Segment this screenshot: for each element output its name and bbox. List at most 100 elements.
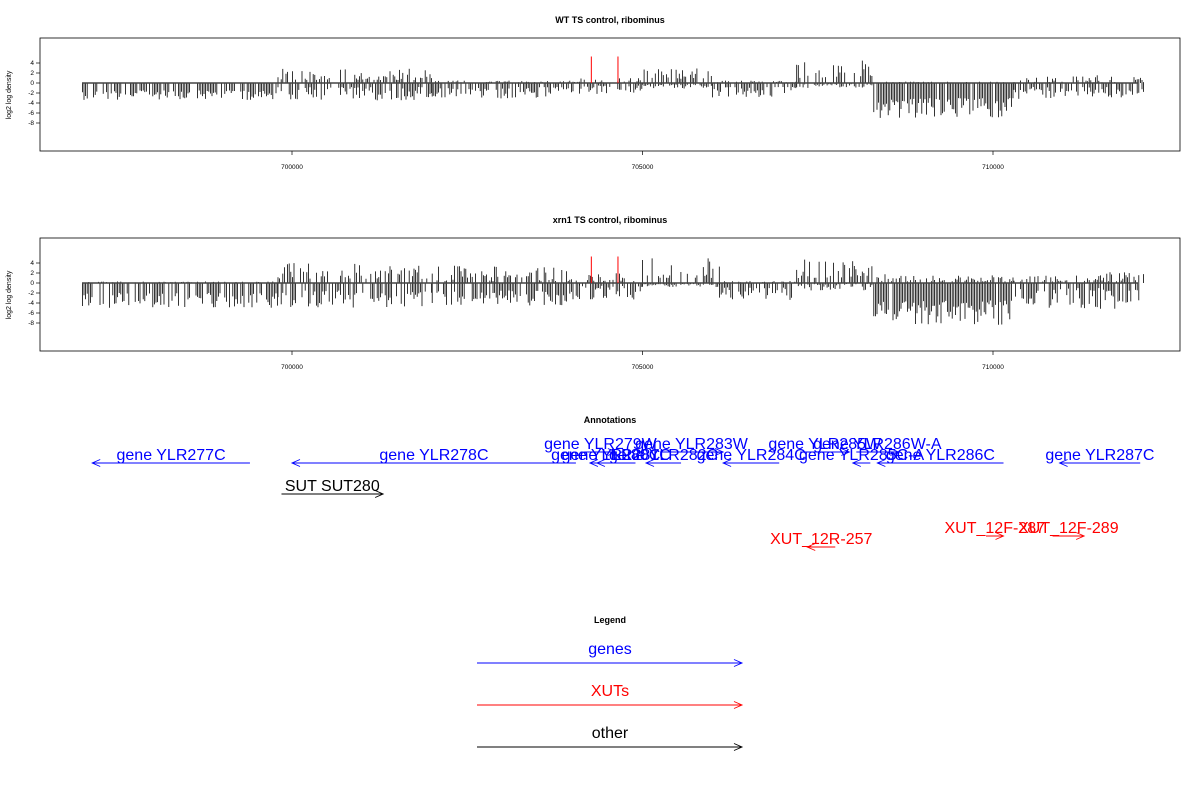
feature-gene: gene YLR285W — [768, 436, 882, 456]
y-tick-label: 2 — [30, 70, 34, 77]
feature-arrow-head — [1075, 532, 1086, 540]
feature-arrow-head — [876, 459, 886, 467]
legend-item-other: other — [477, 725, 744, 751]
feature-gene: gene YLR282C — [609, 447, 718, 467]
xrn1-density-panel: xrn1 TS control, ribominus log2 log dens… — [6, 215, 1181, 371]
feature-arrow-head — [644, 459, 655, 467]
legend-arrow-head — [733, 659, 744, 667]
feature-gene: gene YLR285C-A — [799, 447, 924, 467]
feature-gene: gene YLR286W-A — [813, 436, 942, 456]
panel-title: xrn1 TS control, ribominus — [553, 215, 668, 225]
y-tick-label: -8 — [28, 120, 34, 127]
y-tick-label: 2 — [30, 270, 34, 277]
feature-label: gene YLR279W — [544, 436, 658, 453]
wt-density-panel: WT TS control, ribominus log2 log densit… — [6, 15, 1181, 171]
x-tick-label: 710000 — [982, 364, 1004, 371]
feature-gene: gene YLR284C — [697, 447, 806, 467]
y-tick-label: -2 — [28, 90, 34, 97]
feature-label: gene YLR287C — [1045, 447, 1154, 464]
feature-label: gene YLR286C — [886, 447, 995, 464]
feature-label: gene YLR278C — [379, 447, 488, 464]
feature-arrow-head — [995, 532, 1005, 540]
feature-label: gene YLR281C — [562, 447, 671, 464]
feature-gene: gene YLR277C — [91, 447, 250, 467]
feature-gene: gene YLR283W — [635, 436, 749, 456]
annotations-title: Annotations — [584, 415, 637, 425]
feature-label: gene YLR277C — [117, 447, 226, 464]
feature-arrow-head — [374, 490, 385, 498]
feature-xut: XUT_12R-257 — [770, 531, 872, 551]
marker-lines — [590, 256, 619, 283]
marker-lines — [590, 56, 619, 83]
feature-label: gene YLR285W — [768, 436, 882, 453]
legend-label: XUTs — [591, 683, 629, 700]
legend-label: other — [592, 725, 629, 742]
annotations-track: Annotations gene YLR277C gene YLR278C gene… — [91, 415, 1154, 551]
y-tick-label: -6 — [28, 310, 34, 317]
y-tick-label: 0 — [30, 80, 34, 87]
feature-label: XUT_12R-257 — [770, 531, 872, 548]
feature-gene: gene YLR281C — [562, 447, 671, 467]
y-tick-label: -4 — [28, 300, 34, 307]
legend: Legend genes XUTs other — [477, 615, 744, 751]
feature-arrow-head — [890, 448, 900, 456]
feature-arrow-head — [841, 448, 851, 456]
feature-arrow-head — [588, 459, 599, 467]
feature-gene: gene YLR287C — [1045, 447, 1154, 467]
y-tick-label: 0 — [30, 280, 34, 287]
panel-title: WT TS control, ribominus — [555, 15, 665, 25]
y-tick-label: 4 — [30, 60, 34, 67]
feature-xut: XUT_12F-289 — [1018, 520, 1119, 540]
plot-frame — [39, 37, 1181, 152]
density-bars — [82, 258, 1144, 325]
feature-arrow-head — [714, 448, 725, 456]
feature-label: gene YLR284C — [697, 447, 806, 464]
x-tick-label: 700000 — [281, 164, 303, 171]
feature-arrow-head — [290, 459, 301, 467]
feature-gene: gene YLR278C — [290, 447, 576, 467]
x-axis: 700000 705000 710000 — [281, 151, 1004, 171]
feature-arrow-head — [607, 448, 617, 456]
feature-label: gene YLR280C — [551, 447, 660, 464]
feature-other: SUT SUT280 — [281, 478, 385, 498]
legend-arrow-head — [733, 743, 744, 751]
feature-xut: XUT_12F-287 — [945, 520, 1046, 540]
feature-label: gene YLR286W-A — [813, 436, 942, 453]
y-axis-label: log2 log density — [6, 270, 13, 319]
legend-items: genes XUTs other — [477, 641, 744, 751]
y-tick-label: -2 — [28, 290, 34, 297]
feature-label: XUT_12F-289 — [1018, 520, 1119, 537]
x-tick-label: 710000 — [982, 164, 1004, 171]
feature-arrow-head — [721, 459, 732, 467]
feature-label: gene YLR282C — [609, 447, 718, 464]
x-tick-label: 700000 — [281, 364, 303, 371]
feature-gene: gene YLR286C — [876, 447, 1004, 467]
feature-arrow-head — [1058, 459, 1068, 467]
feature-label: SUT SUT280 — [285, 478, 380, 495]
feature-label: XUT_12F-287 — [945, 520, 1046, 537]
feature-gene: gene YLR279W — [544, 436, 658, 456]
feature-label: gene YLR285C-A — [799, 447, 924, 464]
y-axis: 4 2 0 -2 -4 -6 -8 — [28, 60, 40, 127]
density-bars — [82, 60, 1144, 118]
y-tick-label: -6 — [28, 110, 34, 117]
x-tick-label: 705000 — [632, 364, 654, 371]
legend-arrow-head — [733, 701, 744, 709]
feature-arrow-head — [806, 543, 816, 551]
y-tick-label: -8 — [28, 320, 34, 327]
legend-title: Legend — [594, 615, 626, 625]
x-axis: 700000 705000 710000 — [281, 351, 1004, 371]
feature-arrow-head — [595, 459, 606, 467]
x-tick-label: 705000 — [632, 164, 654, 171]
feature-arrow-head — [91, 459, 101, 467]
feature-label: gene YLR283W — [635, 436, 749, 453]
y-axis-label: log2 log density — [6, 70, 13, 119]
legend-label: genes — [588, 641, 632, 658]
y-tick-label: -4 — [28, 100, 34, 107]
plot-frame — [39, 237, 1181, 352]
legend-item-xut: XUTs — [477, 683, 744, 709]
feature-arrow-head — [851, 459, 861, 467]
y-tick-label: 4 — [30, 260, 34, 267]
